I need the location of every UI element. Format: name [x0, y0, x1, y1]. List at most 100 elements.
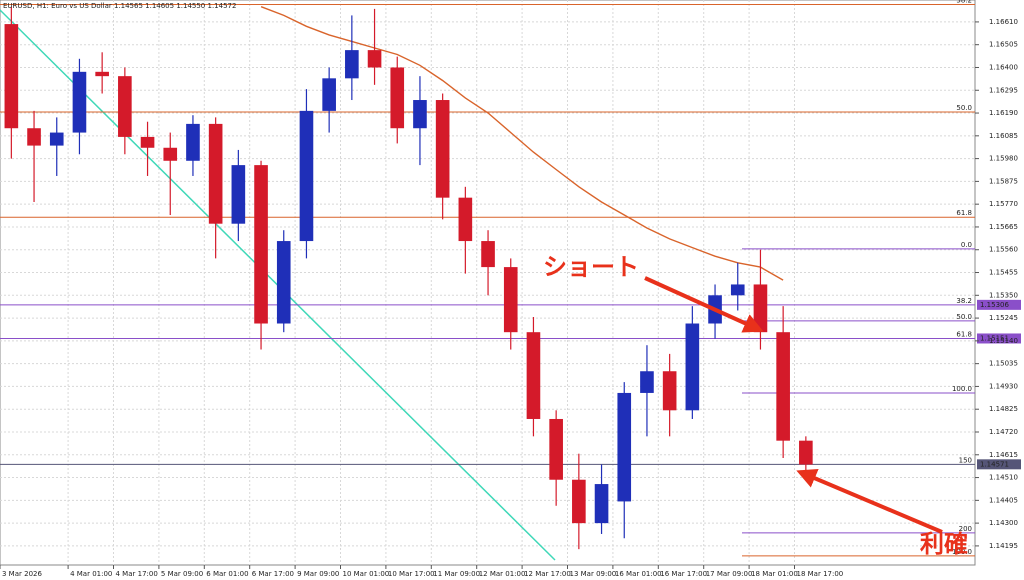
level-ratio: 61.8	[956, 330, 972, 338]
chart-title: EURUSD, H1: Euro vs US Dollar 1.14565 1.…	[3, 2, 236, 10]
level-ratio: 50.0	[956, 104, 972, 112]
marks	[4, 6, 813, 550]
y-tick-label: 1.14510	[989, 474, 1018, 482]
annotation: ショート	[543, 253, 639, 281]
level-ratio: 150	[959, 456, 972, 464]
candle-body	[753, 284, 768, 333]
candle-body	[208, 123, 223, 224]
candle-body	[345, 50, 359, 79]
candle-body	[276, 241, 291, 324]
candle-body	[640, 371, 654, 393]
x-tick-label: 12 Mar 01:00	[479, 570, 526, 578]
y-tick-label: 1.15245	[989, 314, 1018, 322]
y-tick-label: 1.16610	[989, 18, 1018, 26]
x-tick-label: 4 Mar 17:00	[116, 570, 158, 578]
level-ratio: 100.0	[952, 385, 972, 393]
candle-body	[299, 110, 314, 242]
candle-body	[118, 76, 132, 137]
y-tick-label: 1.15140	[989, 337, 1018, 345]
price-box	[977, 299, 1021, 310]
candle-body	[594, 484, 609, 524]
x-tick-label: 5 Mar 09:00	[161, 570, 203, 578]
candle-body	[617, 392, 632, 502]
y-tick-label: 1.15560	[989, 246, 1018, 254]
candle-body	[481, 241, 495, 268]
y-tick-label: 1.15665	[989, 223, 1018, 231]
x-tick-label: 6 Mar 17:00	[252, 570, 294, 578]
y-tick-label: 1.15455	[989, 269, 1018, 277]
x-tick-label: 12 Mar 17:00	[524, 570, 571, 578]
level-ratio: 0.0	[961, 241, 972, 249]
y-tick-label: 1.15035	[989, 360, 1018, 368]
x-tick-label: 16 Mar 01:00	[615, 570, 662, 578]
candle-body	[799, 440, 813, 465]
candle-body	[776, 332, 790, 441]
price-box-label: 1.15151	[980, 334, 1009, 342]
candle-body	[231, 165, 246, 224]
candle-body	[413, 100, 427, 129]
price-box	[977, 333, 1021, 344]
candle-body	[4, 24, 19, 129]
annotation: 利確	[920, 530, 968, 558]
candle-body	[549, 418, 563, 480]
candle-body	[458, 197, 473, 242]
y-tick-label: 1.16505	[989, 41, 1018, 49]
candle-body	[685, 323, 700, 411]
y-tick-label: 1.15350	[989, 291, 1018, 299]
candle-body	[95, 71, 109, 77]
y-tick-label: 1.16085	[989, 132, 1018, 140]
x-tick-label: 18 Mar 01:00	[751, 570, 798, 578]
price-box-label: 1.15306	[980, 301, 1009, 309]
candle-body	[49, 132, 64, 146]
x-tick-label: 13 Mar 09:00	[570, 570, 617, 578]
y-tick-label: 1.14720	[989, 428, 1018, 436]
x-tick-label: 6 Mar 01:00	[206, 570, 248, 578]
level-ratio: 100.0	[952, 548, 972, 556]
y-tick-label: 1.16295	[989, 86, 1018, 94]
x-tick-label: 17 Mar 09:00	[706, 570, 753, 578]
y-tick-label: 1.16190	[989, 109, 1018, 117]
y-tick-label: 1.14195	[989, 542, 1018, 550]
price-box-label: 1.14571	[980, 460, 1009, 468]
x-tick-label: 4 Mar 01:00	[70, 570, 112, 578]
candle-body	[435, 100, 450, 198]
price-box	[977, 459, 1021, 470]
x-tick-label: 3 Mar 2026	[2, 570, 42, 578]
candle-body	[367, 50, 382, 68]
candle-body	[186, 123, 200, 161]
y-tick-label: 1.15980	[989, 155, 1018, 163]
x-tick-label: 10 Mar 17:00	[388, 570, 435, 578]
moving-average	[260, 6, 784, 281]
x-tick-label: 16 Mar 17:00	[660, 570, 707, 578]
candle-body	[163, 147, 178, 161]
candle-body	[140, 136, 155, 148]
level-ratio: 50.0	[956, 313, 972, 321]
x-tick-label: 11 Mar 09:00	[433, 570, 480, 578]
y-tick-label: 1.14930	[989, 382, 1018, 390]
candle-body	[526, 332, 541, 419]
x-tick-label: 9 Mar 09:00	[297, 570, 339, 578]
candle-body	[254, 165, 268, 324]
candle-body	[662, 371, 677, 411]
y-tick-label: 1.14405	[989, 496, 1018, 504]
level-ratio: 200	[959, 525, 972, 533]
candle-body	[503, 267, 518, 333]
candle-body	[322, 78, 336, 111]
level-ratio: 61.8	[956, 209, 972, 217]
candle-body	[390, 67, 405, 129]
y-tick-label: 1.14825	[989, 405, 1018, 413]
x-tick-label: 18 Mar 17:00	[797, 570, 844, 578]
candle-body	[72, 71, 87, 133]
x-tick-label: 10 Mar 01:00	[343, 570, 390, 578]
level-ratio: 38.2	[956, 0, 972, 5]
levels: 38.2 50.0 61.8 100.0 0.0 38.2 1.15306 50.0 61.8 1…	[0, 0, 1021, 557]
axes: 1.16610 1.16505 1.16400 1.16295 1.16190 1.160…	[0, 18, 1018, 578]
y-tick-label: 1.14300	[989, 519, 1018, 527]
y-tick-label: 1.15875	[989, 177, 1018, 185]
candle-body	[730, 284, 745, 296]
y-tick-label: 1.15770	[989, 200, 1018, 208]
y-tick-label: 1.14615	[989, 451, 1018, 459]
arrow	[796, 469, 943, 534]
candle-body	[572, 479, 586, 524]
